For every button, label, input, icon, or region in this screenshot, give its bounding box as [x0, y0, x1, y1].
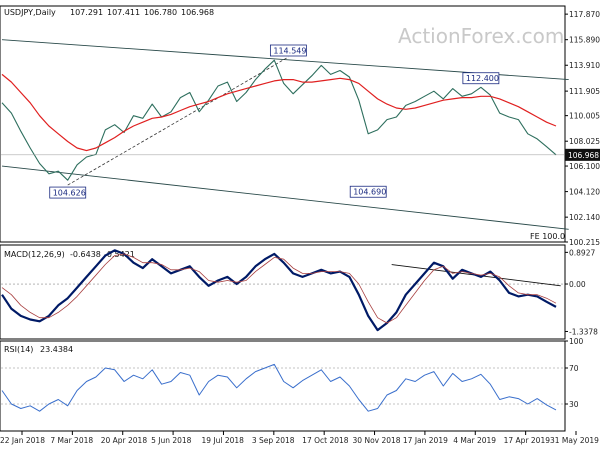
- rsi-panel-frame: [0, 340, 566, 432]
- rsi-line: [1, 363, 557, 412]
- macd-line: [1, 249, 557, 332]
- y-tick-label: 113.910: [569, 61, 600, 70]
- y-tick-label: 111.905: [569, 87, 600, 96]
- y-tick-label: 106.100: [569, 162, 600, 171]
- annotation-box: [349, 185, 387, 198]
- y-tick-label: 30: [569, 400, 579, 409]
- macd-signal-line: [1, 253, 557, 324]
- y-tick-label: 102.140: [569, 213, 600, 222]
- annotation-label: 104.626: [53, 189, 86, 198]
- x-tick-label: 5 Jun 2018: [151, 436, 192, 445]
- price-header-open: 107.291: [70, 8, 103, 17]
- y-tick-label: 100: [569, 337, 584, 346]
- x-tick-label: 17 Jan 2019: [403, 436, 448, 445]
- rsi-panel: 100 70 30: [1, 337, 584, 412]
- annotation-label: 104.690: [353, 188, 386, 197]
- y-tick-label: 70: [569, 364, 579, 373]
- rsi-panel-title: RSI(14): [4, 345, 33, 354]
- y-tick-label: 110.005: [569, 112, 600, 121]
- x-tick-label: 30 Nov 2018: [353, 436, 401, 445]
- y-tick-label: 115.890: [569, 36, 600, 45]
- macd-panel: 0.8927 0.00 -1.3378: [1, 248, 598, 336]
- annotation-box: [49, 186, 87, 199]
- y-tick-label: 108.025: [569, 137, 600, 146]
- annotation-box: [462, 72, 500, 85]
- y-tick-label: 0.8927: [569, 248, 595, 257]
- channel-line: [1, 165, 569, 230]
- x-tick-label: 19 Jul 2018: [201, 436, 244, 445]
- price-header-low: 106.780: [144, 8, 177, 17]
- y-tick-label: 104.120: [569, 188, 600, 197]
- moving-average-line: [1, 73, 557, 152]
- price-header-close: 106.968: [181, 8, 214, 17]
- x-tick-label: 22 Jan 2018: [0, 436, 45, 445]
- x-axis: 22 Jan 2018 7 Mar 2018 20 Apr 2018 5 Jun 20…: [0, 431, 599, 445]
- price-panel: 117.870 115.890 113.910 111.905 110.005 108.0…: [1, 10, 600, 247]
- price-panel-title: USDJPY,Daily: [4, 8, 56, 17]
- y-tick-label: 100.215: [569, 238, 600, 247]
- x-tick-label: 7 Mar 2018: [50, 436, 93, 445]
- x-tick-label: 4 Mar 2019: [453, 436, 496, 445]
- y-tick-label: 0.00: [569, 280, 586, 289]
- dashed-trendline: [67, 56, 289, 186]
- y-tick-label: -1.3378: [569, 327, 598, 336]
- price-footer-label: FE 100.0: [530, 232, 565, 241]
- y-tick-label: 117.870: [569, 10, 600, 19]
- macd-header-value: -0.6438: [70, 250, 101, 259]
- annotation-label: 112.400: [466, 74, 499, 83]
- x-tick-label: 20 Apr 2018: [101, 436, 148, 445]
- annotation-label: 114.549: [273, 46, 306, 55]
- last-price-tag: [565, 148, 600, 161]
- macd-panel-title: MACD(12,26,9): [4, 250, 65, 259]
- price-header-high: 107.411: [107, 8, 140, 17]
- annotation-box: [269, 44, 307, 57]
- watermark: ActionForex.com: [398, 24, 564, 48]
- x-tick-label: 31 May 2019: [550, 436, 599, 445]
- price-panel-frame: [0, 5, 566, 243]
- rsi-header-value: 23.4384: [40, 345, 73, 354]
- x-tick-label: 17 Apr 2019: [504, 436, 551, 445]
- x-tick-label: 17 Oct 2018: [302, 436, 349, 445]
- x-tick-label: 3 Sep 2018: [252, 436, 295, 445]
- last-price-label: 106.968: [568, 151, 599, 160]
- macd-panel-frame: [0, 244, 566, 340]
